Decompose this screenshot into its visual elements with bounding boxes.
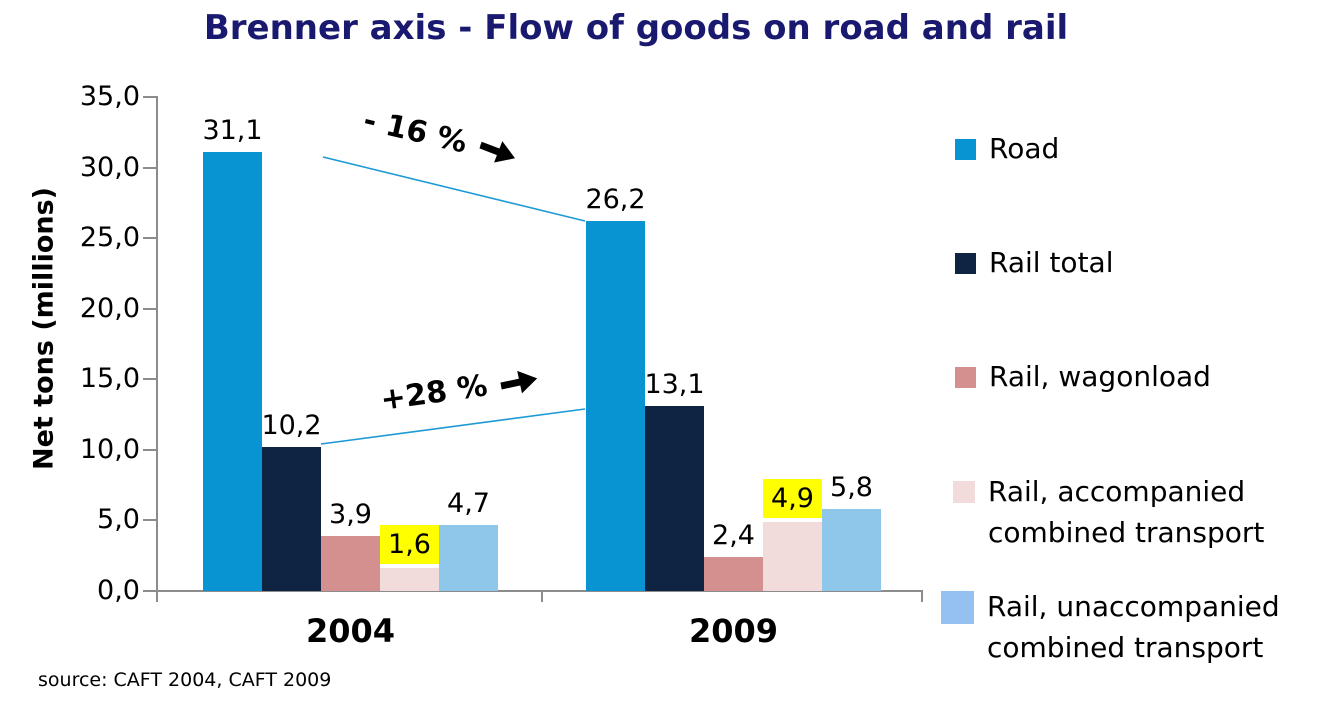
bar-rail-wagonload-2004 bbox=[321, 535, 380, 591]
y-axis-tick-label: 35,0 bbox=[79, 81, 140, 112]
bar-road-2009 bbox=[586, 221, 645, 591]
annotation-rail-text: +28 % bbox=[378, 368, 490, 418]
y-axis-tick bbox=[143, 166, 158, 169]
right-arrow-icon bbox=[500, 370, 538, 393]
bar-value-label: 1,6 bbox=[380, 525, 439, 565]
x-axis-tick bbox=[541, 592, 543, 602]
legend-swatch-icon bbox=[941, 590, 974, 624]
y-axis-tick-label: 30,0 bbox=[79, 151, 140, 183]
road-trend-line bbox=[322, 156, 586, 222]
bar-value-label: 31,1 bbox=[202, 115, 263, 147]
bar-rail-accompanied-combined-transport-2004 bbox=[380, 568, 439, 591]
bar-rail-accompanied-combined-transport-2009 bbox=[763, 521, 822, 591]
bar-road-2004 bbox=[203, 152, 262, 591]
legend-item-rail-unaccompanied-combined-transport: Rail, unaccompanied combined transport bbox=[941, 586, 1303, 668]
bar-value-label: 26,2 bbox=[585, 184, 646, 216]
legend-item-rail-accompanied-combined-transport: Rail, accompanied combined transport bbox=[953, 471, 1304, 553]
y-axis-tick-label: 0,0 bbox=[97, 575, 140, 606]
right-arrow-icon bbox=[479, 140, 516, 163]
y-axis-tick-label: 15,0 bbox=[79, 363, 140, 395]
bar-value-label: 2,4 bbox=[712, 520, 755, 552]
legend-label: Rail total bbox=[989, 246, 1114, 279]
annotation-rail-growth: +28 % bbox=[378, 361, 541, 418]
x-axis-tick bbox=[921, 592, 923, 602]
y-axis-tick bbox=[143, 378, 158, 381]
y-axis-tick-label: 20,0 bbox=[79, 292, 140, 324]
legend-label: Rail, wagonload bbox=[989, 360, 1211, 393]
bar-label-box: 4,7 bbox=[399, 479, 539, 521]
legend-label: Rail, unaccompanied combined transport bbox=[987, 590, 1280, 664]
bar-rail-total-2004 bbox=[262, 447, 321, 591]
bar-value-label: 3,9 bbox=[329, 498, 372, 530]
legend-label: Road bbox=[989, 132, 1060, 165]
bar-value-label: 13,1 bbox=[644, 369, 705, 401]
y-axis-tick bbox=[143, 307, 158, 310]
source-note: source: CAFT 2004, CAFT 2009 bbox=[38, 669, 332, 691]
legend-label: Rail, accompanied combined transport bbox=[988, 475, 1265, 549]
legend-item-road: Road bbox=[955, 128, 1305, 169]
x-axis-category-2009: 2009 bbox=[688, 612, 779, 650]
y-axis-tick bbox=[143, 590, 158, 592]
chart-title: Brenner axis - Flow of goods on road and… bbox=[203, 8, 1069, 48]
y-axis-tick-label: 10,0 bbox=[79, 433, 140, 465]
legend-swatch-icon bbox=[953, 481, 975, 503]
y-axis-tick bbox=[143, 237, 158, 240]
bar-rail-unaccompanied-combined-transport-2004 bbox=[439, 524, 498, 591]
bar-label-box: 31,1 bbox=[163, 106, 303, 148]
bar-label-box: 5,8 bbox=[782, 463, 922, 505]
legend-swatch-icon bbox=[955, 366, 976, 388]
bar-value-label: 4,7 bbox=[447, 487, 490, 519]
annotation-road-decline: - 16 % bbox=[360, 103, 521, 172]
bar-rail-total-2009 bbox=[645, 406, 704, 591]
legend-swatch-icon bbox=[955, 252, 976, 274]
legend-swatch-icon bbox=[955, 138, 976, 160]
annotation-road-text: - 16 % bbox=[360, 102, 471, 161]
y-axis-tick-label: 25,0 bbox=[79, 222, 140, 254]
y-axis-tick bbox=[143, 519, 158, 522]
legend-item-rail-total: Rail total bbox=[955, 242, 1305, 283]
y-axis-tick bbox=[143, 448, 158, 451]
bar-value-label: 5,8 bbox=[830, 472, 873, 504]
bar-rail-wagonload-2009 bbox=[704, 557, 763, 591]
bar-value-label: 4,9 bbox=[763, 478, 822, 518]
x-axis-line bbox=[156, 590, 923, 592]
rail-trend-line bbox=[320, 408, 586, 445]
legend-item-rail-wagonload: Rail, wagonload bbox=[955, 356, 1305, 397]
bar-value-label: 10,2 bbox=[261, 410, 322, 442]
y-axis-line bbox=[156, 97, 158, 602]
bar-label-box: 26,2 bbox=[546, 175, 686, 217]
y-axis-tick bbox=[143, 96, 158, 98]
bar-rail-unaccompanied-combined-transport-2009 bbox=[822, 509, 881, 591]
y-axis-tick-label: 5,0 bbox=[97, 504, 140, 536]
x-axis-category-2004: 2004 bbox=[305, 612, 396, 650]
